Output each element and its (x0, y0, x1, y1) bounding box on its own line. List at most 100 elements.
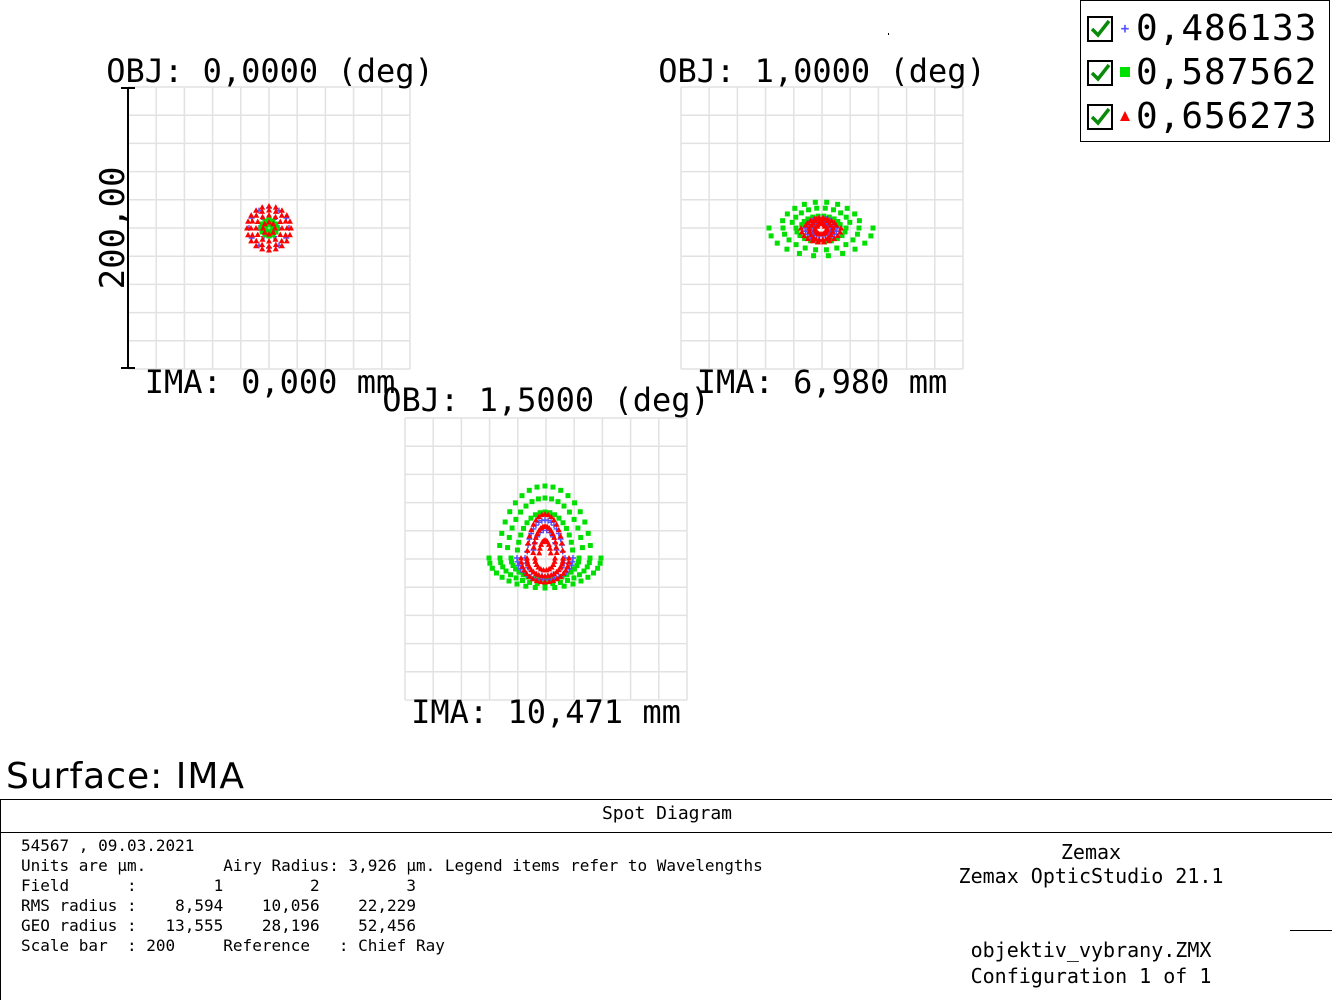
spot-point (854, 231, 860, 237)
spot-point (835, 201, 841, 207)
legend-label: 0,486133 (1136, 8, 1318, 49)
spot-point (273, 229, 279, 235)
spot-point (514, 547, 520, 553)
spot-point (526, 564, 533, 570)
spot-point (565, 578, 570, 584)
spot-point (774, 240, 780, 246)
spot-point (282, 218, 289, 224)
spot-point (533, 570, 539, 577)
spot-point (546, 578, 553, 585)
spot-point (550, 581, 556, 587)
spot-point (571, 575, 577, 581)
spot-point (253, 242, 260, 249)
spot-point (815, 213, 821, 219)
spot-point (262, 225, 268, 231)
spot-panel: OBJ: 1,5000 (deg) IMA: 10,471 mm (382, 381, 710, 731)
checkbox-checked-icon[interactable] (1087, 16, 1113, 42)
spot-point (576, 555, 582, 561)
spot-point (581, 568, 587, 574)
spot-point (802, 245, 808, 251)
spot-point (585, 530, 591, 536)
spot-point (550, 484, 556, 490)
spot-point (547, 549, 554, 556)
spot-point (820, 215, 827, 221)
spot-point (564, 563, 571, 569)
spot-point (798, 228, 805, 235)
spot-point (557, 573, 564, 579)
spot-point (850, 237, 856, 243)
spot-point (486, 555, 492, 561)
spot-point (587, 542, 593, 548)
info-rms-row: RMS radius : 8,594 10,056 22,229 (21, 896, 416, 915)
spot-point (557, 533, 564, 539)
spot-point (807, 217, 814, 223)
spot-point (768, 233, 774, 239)
spot-point (830, 225, 836, 231)
spot-point (497, 542, 503, 548)
spot-point (528, 515, 534, 521)
spot-point (533, 516, 539, 523)
spot-point (569, 558, 576, 565)
spot-point (561, 583, 567, 589)
spot-point (278, 212, 285, 218)
spot-point (530, 549, 537, 555)
spot-point (506, 578, 512, 584)
spot-point (862, 240, 868, 246)
spot-point (534, 581, 540, 587)
spot-point (784, 211, 790, 217)
spot-point (523, 503, 529, 509)
legend-item[interactable]: 0,656273 (1087, 97, 1317, 137)
spot-point (813, 247, 819, 253)
spot-point (527, 579, 533, 585)
spot-point (801, 219, 807, 225)
spot-point (566, 509, 572, 515)
spot-point (262, 232, 268, 238)
spot-point (784, 246, 790, 252)
spot-point (284, 225, 290, 231)
info-field-row: Field : 1 2 3 (21, 876, 416, 895)
spot-point (266, 243, 272, 249)
spot-point (272, 208, 279, 214)
square-marker-icon (1116, 65, 1134, 81)
ima-label: IMA: 0,000 mm (145, 363, 395, 401)
spot-point (826, 237, 833, 244)
spot-point (815, 238, 822, 245)
spot-point (834, 232, 841, 239)
legend-item[interactable]: + 0,486133 (1087, 9, 1317, 49)
spot-point (794, 229, 800, 235)
legend-item[interactable]: 0,587562 (1087, 53, 1317, 93)
spot-point (272, 204, 279, 210)
spot-point (568, 569, 574, 575)
spot-point (278, 237, 285, 244)
spot-point (562, 567, 569, 573)
wavelength-legend: + 0,486133 0,587562 0,656273 (1080, 0, 1330, 142)
spot-point (278, 242, 285, 249)
checkbox-checked-icon[interactable] (1087, 60, 1113, 86)
spot-point (253, 207, 260, 213)
spot-point (793, 225, 799, 231)
spot-point (824, 199, 830, 205)
spot-point (804, 235, 811, 242)
legend-label: 0,656273 (1136, 96, 1318, 137)
spot-point (838, 210, 844, 216)
spot-point (545, 541, 552, 547)
product-name: Zemax OpticStudio 21.1 (958, 864, 1224, 888)
spot-point (545, 517, 552, 524)
spot-point (821, 213, 827, 219)
spot-point (528, 526, 535, 533)
info-units: Units are µm. Airy Radius: 3,926 µm. Leg… (21, 856, 763, 875)
spot-point (824, 215, 831, 222)
spot-point (266, 238, 272, 244)
spot-point (518, 559, 525, 565)
spot-point (272, 213, 279, 220)
spot-point (570, 581, 576, 587)
spot-point (253, 237, 260, 244)
spot-point (559, 558, 566, 564)
spot-point (537, 510, 543, 516)
spot-point (532, 555, 538, 561)
surface-label: Surface: IMA (6, 756, 246, 797)
spot-point (513, 516, 519, 522)
spot-point (518, 509, 524, 515)
checkbox-checked-icon[interactable] (1087, 104, 1113, 130)
spot-point (560, 520, 566, 526)
